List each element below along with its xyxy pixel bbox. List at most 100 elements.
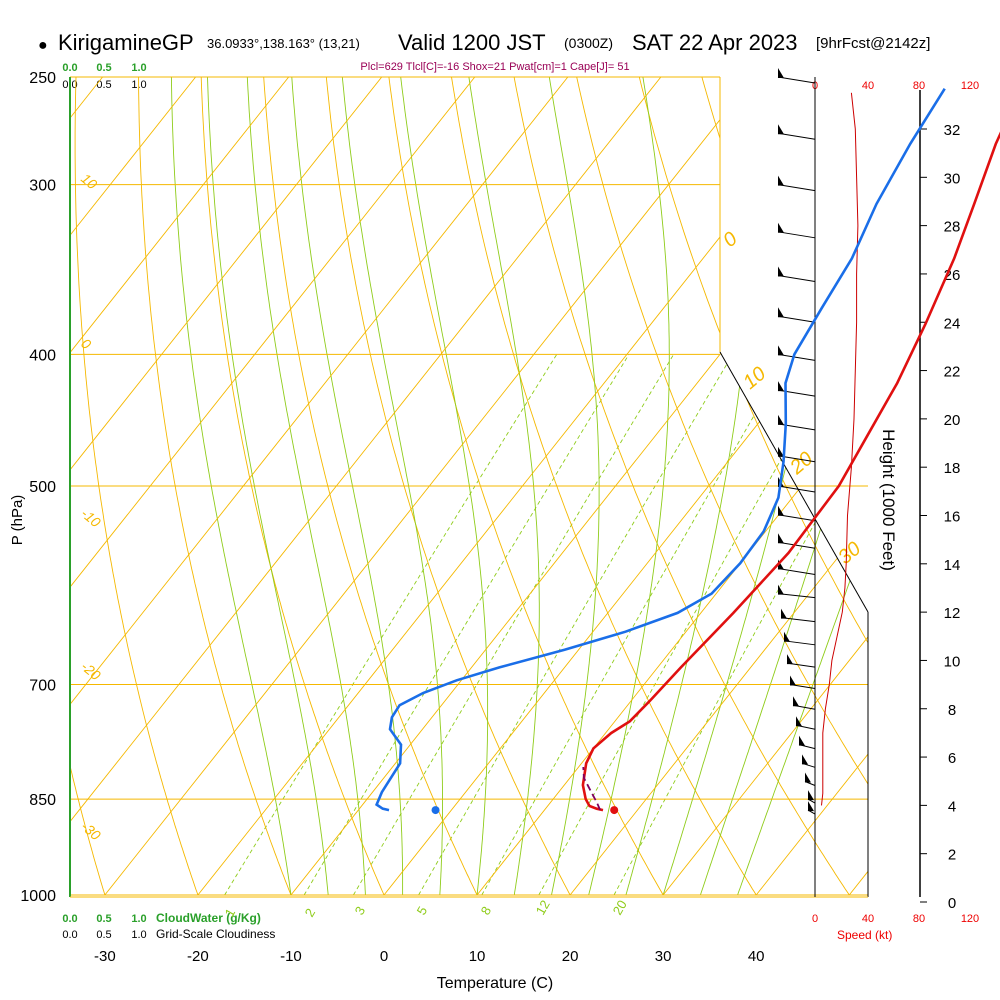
height-tick-label: 24 bbox=[944, 315, 961, 332]
speed-axis-label: Speed (kt) bbox=[837, 928, 892, 942]
wind-barb-flag bbox=[778, 307, 784, 318]
wind-barb-flag bbox=[784, 631, 790, 642]
dewpoint-line bbox=[374, 88, 946, 812]
pressure-tick-label: 300 bbox=[29, 178, 56, 195]
isotherm-line bbox=[848, 77, 868, 896]
stability-indices: Plcl=629 Tlcl[C]=-16 Shox=21 Pwat[cm]=1 … bbox=[360, 61, 629, 73]
speed-tick-bottom: 0 bbox=[812, 913, 818, 925]
dry-adiabat-line bbox=[200, 77, 385, 896]
moist-adiabat-line bbox=[548, 77, 600, 896]
x-tick-label: -30 bbox=[94, 948, 116, 965]
isotherm-line bbox=[0, 77, 10, 895]
moist-adiabat-line bbox=[468, 77, 540, 896]
cloudwater-label: CloudWater (g/Kg) bbox=[156, 911, 261, 925]
dry-adiabat-line bbox=[0, 77, 12, 895]
height-tick-label: 0 bbox=[948, 895, 956, 912]
pressure-tick-label: 250 bbox=[29, 70, 56, 87]
parcel-path-line bbox=[582, 766, 602, 811]
x-tick-label: 20 bbox=[562, 948, 579, 965]
wind-barb-flag bbox=[778, 533, 784, 544]
height-tick-label: 30 bbox=[944, 170, 961, 187]
dry-adiabat-line bbox=[325, 77, 571, 896]
height-tick-label: 8 bbox=[948, 702, 956, 719]
wind-barb bbox=[777, 315, 816, 323]
mixing-ratio-line bbox=[224, 354, 558, 896]
wind-barb-flag bbox=[778, 414, 784, 425]
wind-barb-flag bbox=[778, 505, 784, 516]
isotherm-line bbox=[662, 77, 868, 896]
dry-adiabat-label: 10 bbox=[739, 363, 770, 394]
wind-barb bbox=[777, 567, 816, 575]
wind-barb-flag bbox=[778, 68, 784, 78]
speed-tick-top: 80 bbox=[913, 80, 925, 92]
isotherm-line bbox=[942, 77, 1000, 895]
wind-barb-flag bbox=[790, 675, 796, 686]
wind-barb-flag bbox=[778, 266, 784, 277]
wind-barb-flag bbox=[781, 608, 787, 619]
x-tick-label: 0 bbox=[380, 948, 388, 965]
moist-adiabat-line bbox=[699, 77, 868, 896]
x-tick-label: -10 bbox=[280, 948, 302, 965]
cloudwater-tick-top: 1.0 bbox=[131, 62, 146, 74]
wind-speed-line bbox=[821, 92, 859, 806]
wind-barb bbox=[777, 514, 816, 522]
wind-barb-flag bbox=[793, 696, 799, 707]
isotherm-label: 0 bbox=[78, 335, 94, 352]
frame-diagonal bbox=[719, 351, 869, 613]
isotherm-label: 10 bbox=[78, 170, 100, 192]
surface-dewpoint-dot bbox=[431, 806, 440, 815]
wind-barb-flag bbox=[802, 754, 808, 765]
mixing-ratio-label: 8 bbox=[478, 904, 495, 918]
valid-date: SAT 22 Apr 2023 bbox=[632, 30, 798, 55]
pressure-tick-label: 700 bbox=[29, 678, 56, 695]
wind-barb-flag bbox=[808, 801, 814, 812]
height-tick-label: 14 bbox=[944, 557, 961, 574]
cloudwater-tick-bottom: 0.5 bbox=[96, 913, 111, 925]
wind-barbs bbox=[777, 68, 816, 815]
pressure-tick-label: 400 bbox=[29, 347, 56, 364]
station-coordinates: 36.0933°,138.163° (13,21) bbox=[207, 36, 360, 51]
wind-barb-flag bbox=[778, 175, 784, 186]
height-tick-label: 4 bbox=[948, 798, 956, 815]
moist-adiabat-line bbox=[207, 77, 329, 896]
isotherm-label: -30 bbox=[78, 818, 104, 843]
isotherm-label: -20 bbox=[78, 658, 104, 683]
wind-barb bbox=[777, 231, 816, 239]
wind-barb-flag bbox=[778, 381, 784, 392]
surface-temperature-dot bbox=[610, 806, 619, 815]
moist-adiabat-line bbox=[588, 77, 670, 896]
wind-barb-flag bbox=[805, 772, 811, 783]
wind-barb bbox=[777, 423, 816, 431]
height-tick-label: 22 bbox=[944, 364, 961, 381]
pressure-tick-label: 500 bbox=[29, 479, 56, 496]
wind-barb-flag bbox=[787, 654, 793, 665]
mixing-ratio-line bbox=[613, 354, 868, 896]
mixing-ratio-label: 5 bbox=[414, 904, 431, 918]
height-tick-label: 2 bbox=[948, 847, 956, 864]
mixing-ratio-label: 20 bbox=[610, 897, 630, 917]
isotherm-line bbox=[70, 77, 196, 896]
wind-barb-flag bbox=[796, 716, 802, 727]
speed-tick-top: 40 bbox=[862, 80, 874, 92]
speed-tick-bottom: 80 bbox=[913, 913, 925, 925]
dry-adiabat-line bbox=[513, 77, 850, 896]
wind-barb-flag bbox=[808, 790, 814, 801]
dry-adiabat-line bbox=[263, 77, 478, 896]
station-name: KirigamineGP bbox=[58, 30, 194, 55]
moist-adiabat-line bbox=[170, 77, 292, 896]
height-tick-label: 10 bbox=[944, 653, 961, 670]
x-tick-label: -20 bbox=[187, 948, 209, 965]
wind-barb bbox=[777, 76, 816, 84]
wind-barb-flag bbox=[799, 735, 805, 746]
speed-tick-bottom: 120 bbox=[961, 913, 979, 925]
x-tick-label: 30 bbox=[655, 948, 672, 965]
speed-tick-top: 120 bbox=[961, 80, 979, 92]
moist-adiabat-line bbox=[737, 77, 868, 896]
mixing-ratio-label: 2 bbox=[302, 906, 319, 920]
valid-time-utc: (0300Z) bbox=[564, 35, 613, 51]
cloudiness-tick-bottom: 1.0 bbox=[131, 929, 146, 941]
height-tick-label: 20 bbox=[944, 412, 961, 429]
dry-adiabat-line bbox=[70, 77, 106, 896]
dry-adiabat-line bbox=[451, 77, 757, 896]
